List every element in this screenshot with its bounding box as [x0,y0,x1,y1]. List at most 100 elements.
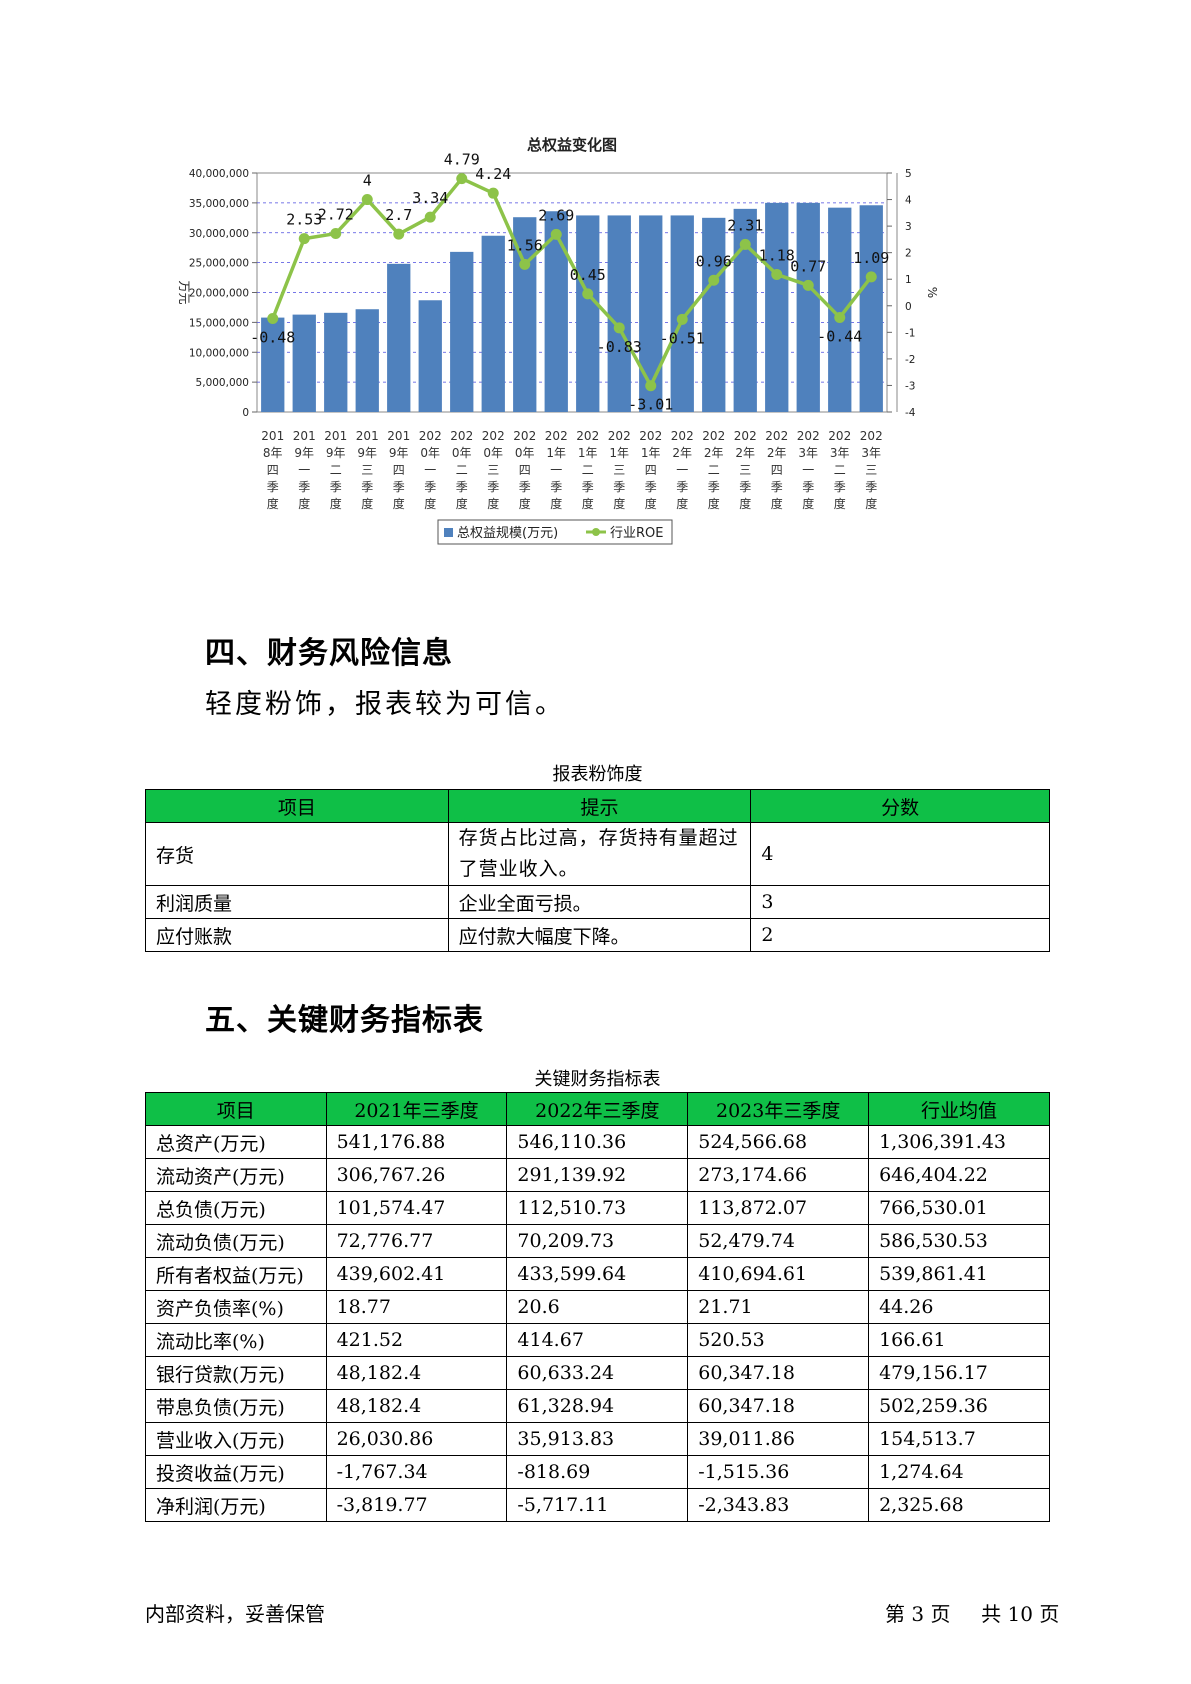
x-tick-label: 季 [550,480,562,494]
y-tick-label: 40,000,000 [189,168,249,180]
x-tick-label: 季 [330,480,342,494]
y2-tick-label: -2 [905,354,915,366]
x-tick-label: 3年 [830,446,850,460]
roe-point [424,211,436,223]
x-tick-label: 202 [450,429,473,443]
roe-data-label: 1.09 [853,249,889,267]
kpi-value: 273,174.66 [687,1158,870,1192]
x-tick-label: 一 [802,463,814,477]
bar [324,312,348,412]
x-tick-label: 3年 [798,446,818,460]
x-tick-label: 季 [361,480,373,494]
x-tick-label: 9年 [294,446,314,460]
x-tick-label: 9年 [389,446,409,460]
x-tick-label: 1年 [546,446,566,460]
kpi-item: 资产负债率(%) [145,1290,327,1324]
kpi-value: 52,479.74 [687,1224,870,1258]
kpi-value: 35,913.83 [506,1422,689,1456]
risk-table-header-row: 项目 提示 分数 [145,789,1050,823]
risk-summary-text: 轻度粉饰，报表较为可信。 [205,689,565,720]
kpi-value: 60,633.24 [506,1356,689,1390]
x-tick-label: 2年 [672,446,692,460]
roe-point [298,233,310,245]
x-tick-label: 季 [739,480,751,494]
x-tick-label: 1年 [578,446,598,460]
roe-data-label: -0.48 [250,329,295,347]
kpi-item: 银行贷款(万元) [145,1356,327,1390]
x-tick-label: 季 [708,480,720,494]
table-row: 流动比率(%) 421.52 414.67 520.53 166.61 [145,1323,1050,1357]
roe-point [519,258,531,270]
y2-tick-label: 1 [905,274,912,286]
kpi-value: 546,110.36 [506,1125,689,1159]
roe-data-label: -0.51 [660,329,705,347]
chart-title: 总权益变化图 [527,136,617,154]
roe-point [771,268,783,280]
bar [576,215,600,412]
table-row: 总资产(万元) 541,176.88 546,110.36 524,566.68 1,3… [145,1125,1050,1159]
roe-point [613,322,625,334]
x-tick-label: 201 [261,429,284,443]
y-tick-label: 20,000,000 [189,288,249,300]
x-tick-label: 季 [676,480,688,494]
x-tick-label: 季 [267,480,279,494]
kpi-value: -2,343.83 [687,1488,870,1522]
x-tick-label: 0年 [452,446,472,460]
x-tick-label: 二 [330,463,342,477]
roe-point [834,311,846,323]
kpi-value: 524,566.68 [687,1125,870,1159]
x-tick-label: 季 [424,480,436,494]
roe-point [582,288,594,300]
roe-point [676,313,688,325]
roe-data-label: 2.53 [286,211,322,229]
y2-tick-label: -1 [905,327,915,339]
kpi-value: 70,209.73 [506,1224,689,1258]
roe-point [456,173,468,185]
roe-line [271,176,873,388]
x-tick-label: 四 [393,463,405,477]
kpi-item: 流动资产(万元) [145,1158,327,1192]
bar [796,202,820,412]
roe-point [739,238,751,250]
bar [355,309,379,412]
x-tick-label: 二 [582,463,594,477]
x-tick-label: 202 [765,429,788,443]
risk-score: 3 [750,885,1050,919]
table-row: 带息负债(万元) 48,182.4 61,328.94 60,347.18 502,25… [145,1389,1050,1423]
bar [513,217,537,412]
equity-chart: 总权益变化图 40,000,000 35,000,000 30,000,000 25,0… [170,135,1030,595]
roe-point [802,279,814,291]
kpi-value: 21.71 [687,1290,870,1324]
roe-data-label: 2.72 [318,206,354,224]
x-tick-label: 二 [834,463,846,477]
kpi-header-2023q3: 2023年三季度 [687,1092,870,1126]
x-tick-label: 201 [293,429,316,443]
kpi-table: 项目 2021年三季度 2022年三季度 2023年三季度 行业均值 总资产(万… [145,1092,1050,1522]
bar [733,208,757,412]
kpi-value: -1,515.36 [687,1455,870,1489]
x-tick-label: 0年 [515,446,535,460]
y-tick-label: 5,000,000 [196,377,249,389]
kpi-value: 20.6 [506,1290,689,1324]
x-tick-label: 2年 [735,446,755,460]
x-tick-label: 三 [361,463,373,477]
kpi-value: 586,530.53 [868,1224,1050,1258]
x-tick-label: 度 [613,496,625,511]
x-tick-label: 季 [582,480,594,494]
table-row: 总负债(万元) 101,574.47 112,510.73 113,872.07 766… [145,1191,1050,1225]
x-tick-label: 二 [708,463,720,477]
x-tick-label: 季 [645,480,657,494]
x-tick-label: 8年 [263,446,283,460]
bar [418,300,442,412]
kpi-item: 所有者权益(万元) [145,1257,327,1291]
kpi-value: 1,306,391.43 [868,1125,1050,1159]
bar [702,217,726,412]
x-tick-label: 四 [771,463,783,477]
x-tick-label: 度 [645,496,657,511]
y2-tick-label: 0 [905,301,912,313]
legend-line-marker [592,528,600,536]
table-row: 银行贷款(万元) 48,182.4 60,633.24 60,347.18 479,15… [145,1356,1050,1390]
table-row: 应付账款 应付款大幅度下降。 2 [145,918,1050,952]
table-row: 营业收入(万元) 26,030.86 35,913.83 39,011.86 154,5… [145,1422,1050,1456]
kpi-value: -1,767.34 [325,1455,508,1489]
